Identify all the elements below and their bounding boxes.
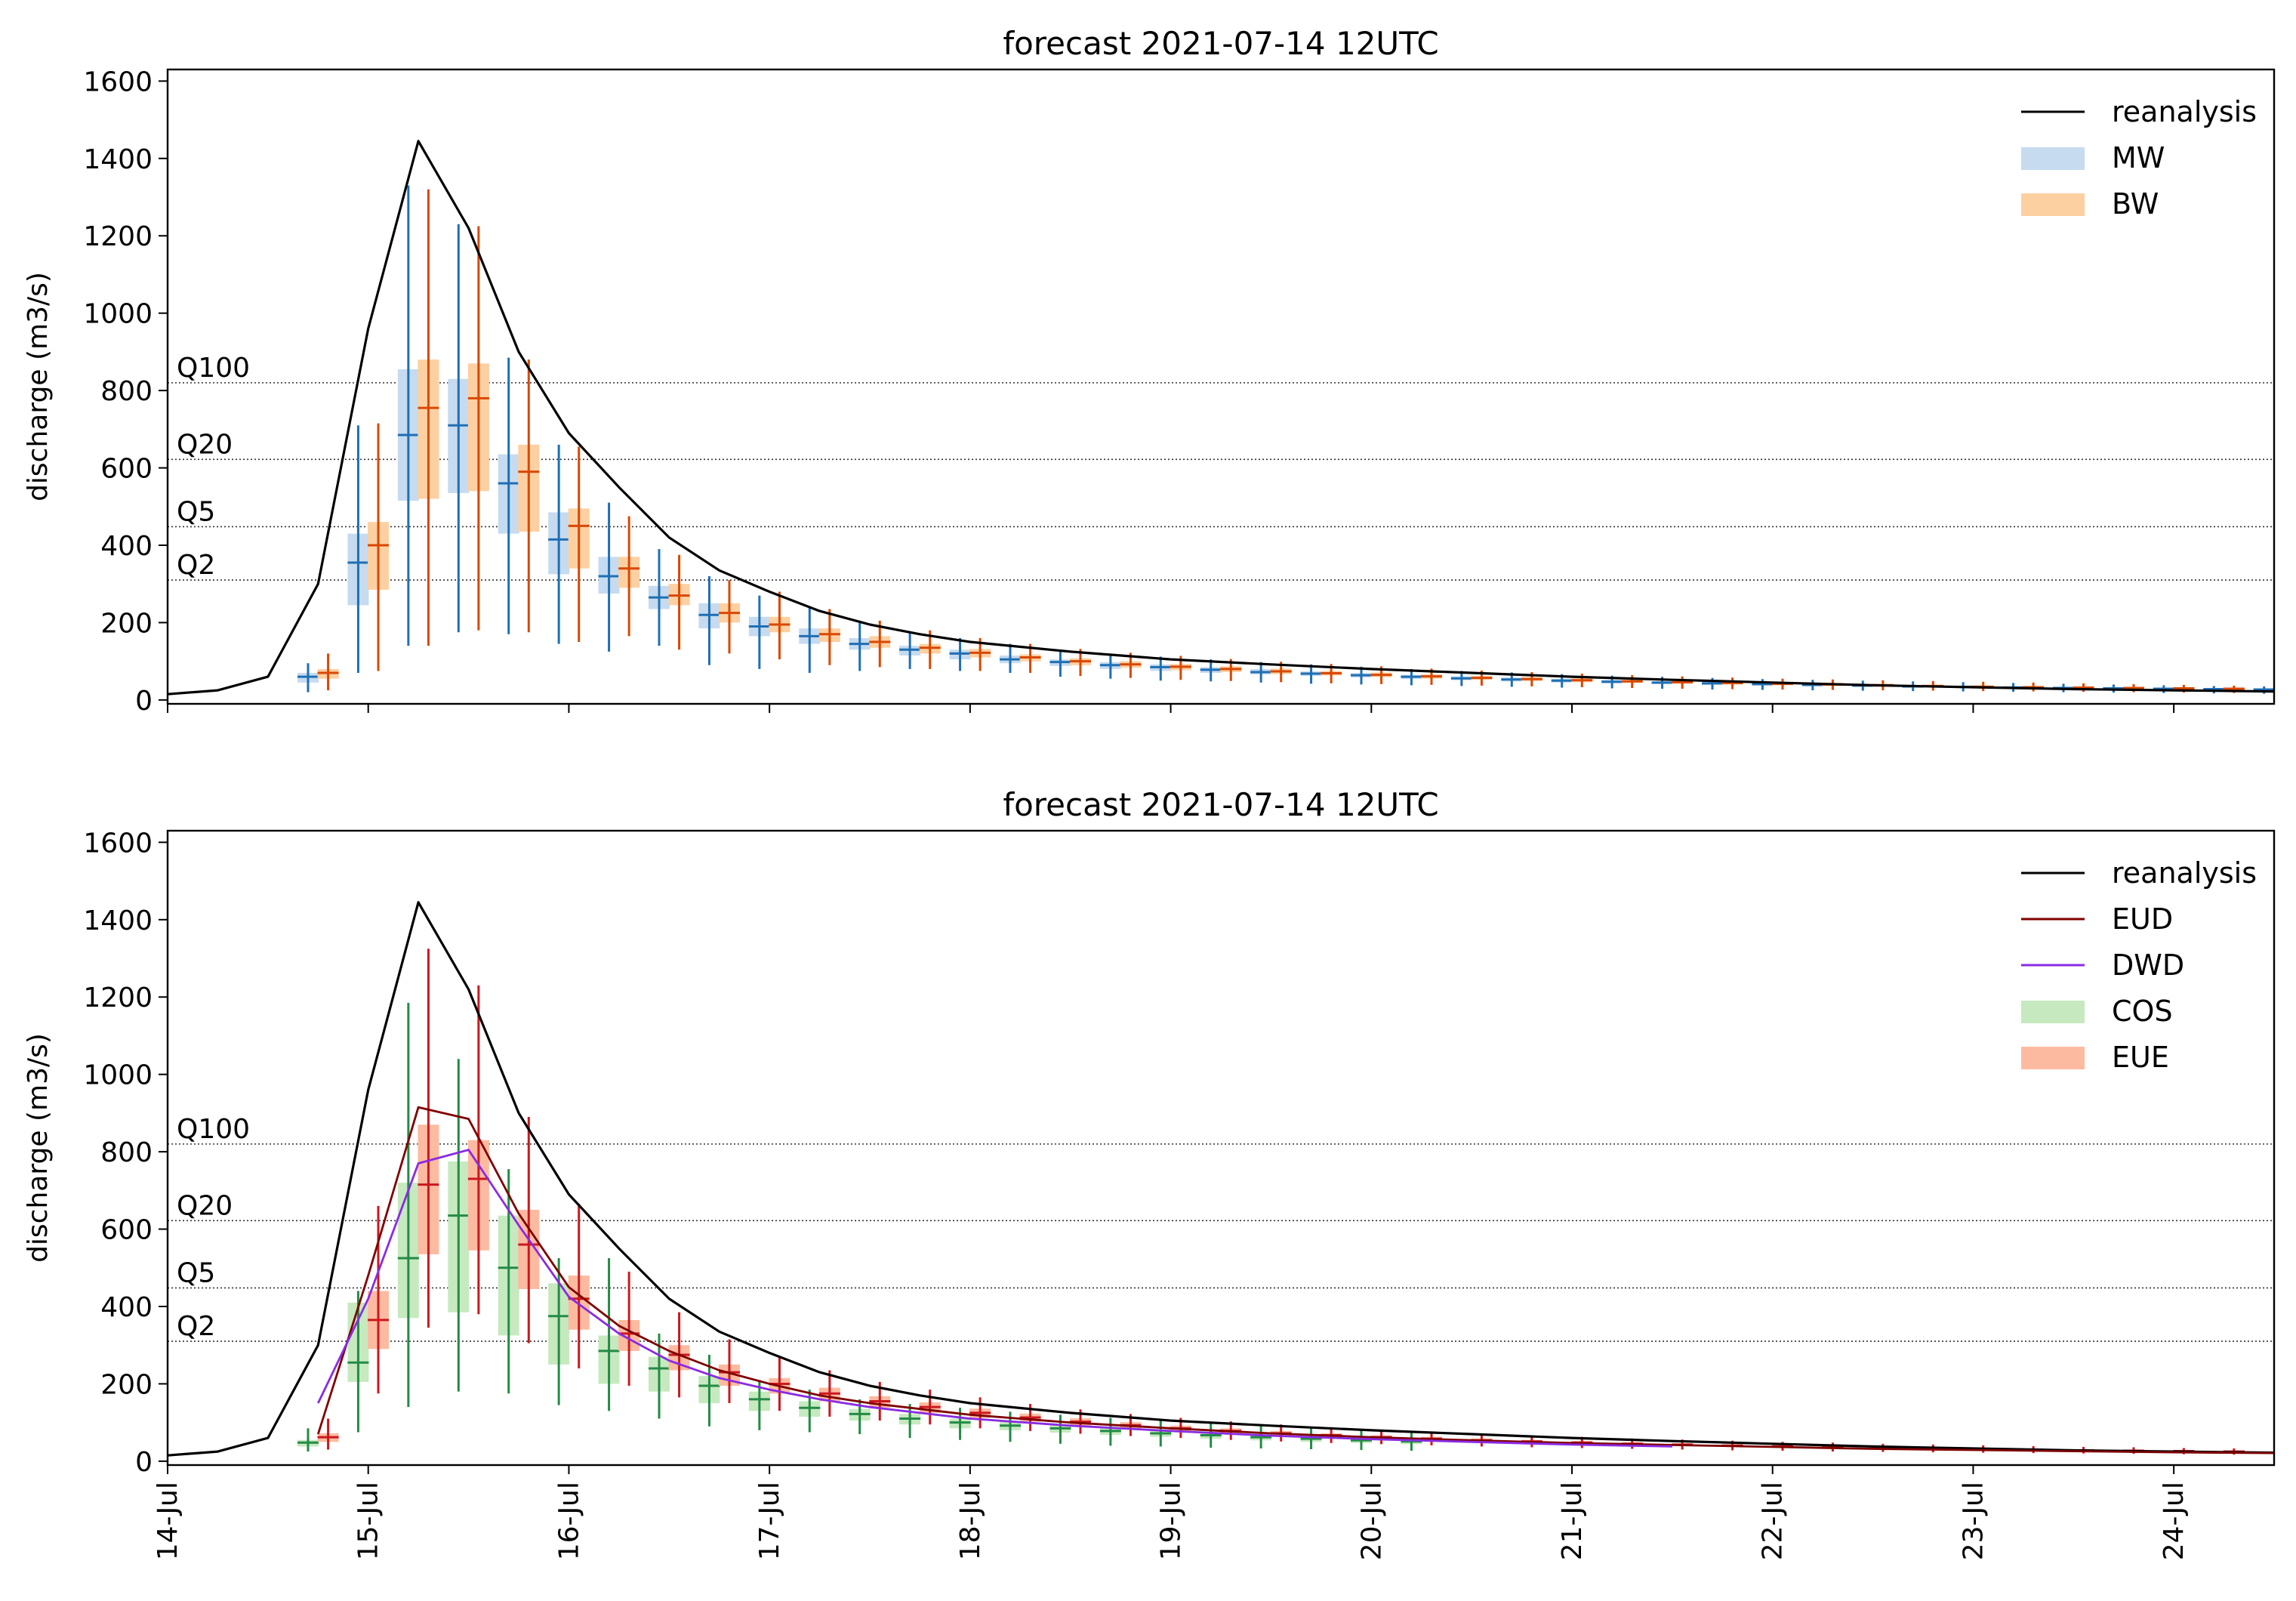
y-tick-label: 800 — [100, 1137, 153, 1168]
legend-label-bw: BW — [2112, 187, 2159, 221]
y-tick-label: 200 — [100, 1369, 153, 1400]
chart-title: forecast 2021-07-14 12UTC — [1003, 25, 1438, 62]
threshold-label-q100: Q100 — [177, 353, 250, 384]
y-tick-label: 600 — [100, 1215, 153, 1246]
legend-swatch-cos — [2021, 1001, 2085, 1023]
threshold-label-q2: Q2 — [177, 550, 215, 581]
plot-frame — [166, 68, 2276, 705]
threshold-label-q5: Q5 — [177, 496, 215, 527]
x-tick-label: 21-Jul — [1557, 1482, 1588, 1560]
legend-swatch-eue — [2021, 1047, 2085, 1069]
y-axis-label: discharge (m3/s) — [23, 272, 54, 501]
y-tick-label: 1000 — [83, 1060, 153, 1091]
legend-label-cos: COS — [2112, 995, 2173, 1028]
x-tick-label: 15-Jul — [353, 1482, 384, 1560]
x-tick-label: 20-Jul — [1356, 1482, 1387, 1560]
y-tick-label: 0 — [135, 1447, 153, 1478]
threshold-label-q100: Q100 — [177, 1114, 250, 1145]
series-line-eud — [316, 1106, 2275, 1454]
y-axis-label: discharge (m3/s) — [23, 1033, 54, 1263]
legend-label-mw: MW — [2112, 141, 2165, 174]
threshold-label-q20: Q20 — [177, 429, 233, 460]
chart-panel-2: forecast 2021-07-14 12UTCQ100Q20Q5Q20200… — [23, 786, 2276, 1560]
chart-title: forecast 2021-07-14 12UTC — [1003, 786, 1438, 823]
threshold-label-q20: Q20 — [177, 1190, 233, 1221]
y-tick-label: 0 — [135, 686, 153, 717]
legend-label-eud: EUD — [2112, 902, 2173, 936]
y-tick-label: 1200 — [83, 983, 153, 1013]
plot-frame — [166, 829, 2276, 1467]
series-line-reanalysis — [167, 901, 2275, 1457]
threshold-label-q5: Q5 — [177, 1257, 215, 1288]
x-tick-label: 24-Jul — [2159, 1482, 2190, 1560]
legend-swatch-mw — [2021, 147, 2085, 170]
legend-label-reanalysis: reanalysis — [2112, 95, 2257, 128]
y-tick-label: 1600 — [83, 828, 153, 859]
series-mw — [297, 185, 2275, 694]
legend-swatch-bw — [2021, 193, 2085, 216]
series-line-dwd — [317, 1149, 1672, 1448]
legend-label-reanalysis: reanalysis — [2112, 856, 2257, 890]
series-line-reanalysis — [167, 140, 2275, 696]
y-tick-label: 1600 — [83, 66, 153, 97]
x-tick-label: 17-Jul — [754, 1482, 785, 1560]
legend-label-eue: EUE — [2112, 1041, 2169, 1074]
x-tick-label: 23-Jul — [1958, 1482, 1989, 1560]
y-tick-label: 1400 — [83, 144, 153, 175]
y-tick-label: 200 — [100, 608, 153, 639]
y-tick-label: 800 — [100, 376, 153, 407]
y-tick-label: 400 — [100, 1292, 153, 1323]
legend-label-dwd: DWD — [2112, 949, 2184, 982]
y-tick-label: 1400 — [83, 905, 153, 936]
series-cos — [297, 1002, 1422, 1452]
x-tick-label: 22-Jul — [1758, 1482, 1789, 1560]
y-tick-label: 600 — [100, 454, 153, 485]
legend: reanalysis MW BW — [2021, 95, 2257, 221]
x-tick-label: 14-Jul — [153, 1482, 183, 1560]
y-tick-label: 1000 — [83, 299, 153, 330]
threshold-label-q2: Q2 — [177, 1311, 215, 1342]
x-tick-label: 16-Jul — [553, 1482, 584, 1560]
chart-panel-1: forecast 2021-07-14 12UTCQ100Q20Q5Q20200… — [23, 25, 2276, 717]
x-tick-label: 19-Jul — [1156, 1482, 1187, 1560]
x-tick-label: 18-Jul — [955, 1482, 986, 1560]
legend: reanalysis EUD DWD COS EUE — [2021, 856, 2257, 1074]
y-tick-label: 1200 — [83, 221, 153, 252]
y-tick-label: 400 — [100, 531, 153, 562]
series-bw — [317, 189, 2245, 693]
